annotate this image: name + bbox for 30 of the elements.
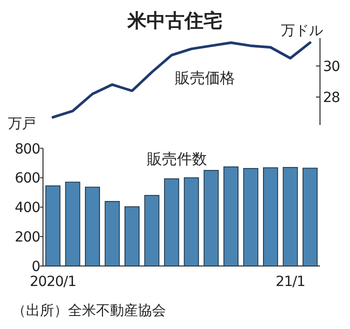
bar [204,170,219,266]
bar [84,186,100,266]
text: （出所）全米不動産協会 [12,303,166,319]
y-tick-label: 0 [32,259,40,275]
bar [104,201,120,266]
x-tick-label: 2020/1 [30,274,76,290]
bar [124,206,140,266]
series-label: 販売件数 [147,150,207,168]
y-tick-label: 200 [14,230,40,246]
bar [223,166,238,266]
series-label: 販売価格 [175,69,235,87]
bar [302,168,318,266]
y-tick-label: 600 [14,170,40,187]
y-tick-label: 800 [14,141,40,158]
y-axis-title: 万ドル [281,23,323,39]
line-series [52,41,312,119]
chart-title: 米中古住宅 [126,10,222,32]
y-tick-label: 30 [323,58,340,75]
bar [45,185,60,266]
bar [164,178,180,266]
bar [144,194,160,266]
bar [243,168,258,266]
bar [65,182,80,266]
bar [263,167,278,266]
y-tick-label: 400 [14,200,40,216]
bar [282,167,298,266]
y-axis-title: 万戸 [8,116,36,132]
y-tick-label: 28 [323,90,340,106]
x-tick-label: 21/1 [276,274,306,290]
bar [184,177,199,266]
